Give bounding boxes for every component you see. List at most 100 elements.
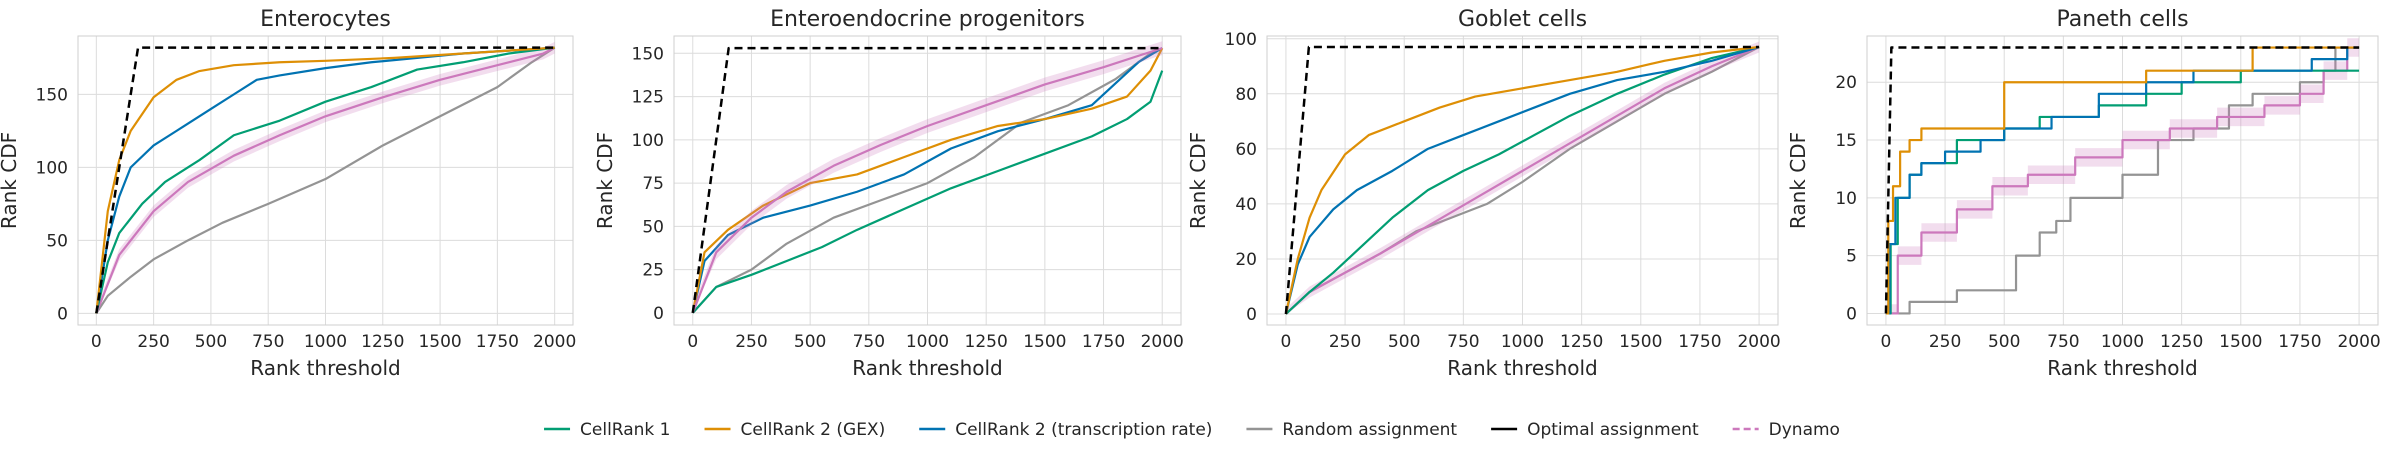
y-tick-label: 40: [1235, 195, 1257, 215]
series-line-cellrank-1: [95, 46, 555, 314]
series-line-cellrank-1: [691, 70, 1164, 314]
y-tick-label: 0: [57, 304, 68, 324]
y-tick-label: 100: [632, 131, 664, 151]
x-tick-label: 1250: [2160, 332, 2203, 352]
series-group: [95, 41, 556, 314]
plot-frame: [1266, 35, 1779, 326]
x-tick-label: 1500: [2219, 332, 2262, 352]
x-tick-label: 250: [1929, 332, 1961, 352]
y-tick-label: 60: [1235, 140, 1257, 160]
x-tick-label: 2000: [1737, 332, 1780, 352]
y-tick-label: 125: [632, 88, 664, 108]
x-tick-label: 500: [794, 332, 826, 352]
chart-panel-4: 0 250 500 750 1000 1250 1500 1750 2000 0 5 10 15 20 Pa…: [1786, 7, 2381, 380]
series-group: [691, 41, 1164, 314]
x-tick-label: 750: [2047, 332, 2079, 352]
plot-frame: [1866, 35, 2379, 326]
series-line-random-assignment: [691, 47, 1163, 314]
legend-label: CellRank 1: [580, 420, 670, 440]
y-tick-label: 10: [1835, 189, 1857, 209]
legend-label: Random assignment: [1282, 420, 1457, 440]
y-tick-label: 0: [1246, 305, 1257, 325]
x-axis-label: Rank threshold: [250, 356, 401, 380]
x-tick-label: 1000: [1501, 332, 1544, 352]
series-line-random-assignment: [1885, 46, 2360, 315]
x-tick-label: 1750: [1678, 332, 1721, 352]
x-tick-label: 0: [91, 332, 102, 352]
x-tick-label: 1250: [361, 332, 404, 352]
series-line-dynamo: [1885, 46, 2360, 315]
x-tick-label: 500: [1988, 332, 2020, 352]
x-tick-label: 500: [1388, 332, 1420, 352]
legend-label: Optimal assignment: [1527, 420, 1699, 440]
legend: CellRank 1 CellRank 2 (GEX) CellRank 2 (tr…: [544, 420, 1840, 440]
chart-title: Paneth cells: [2056, 7, 2188, 32]
y-tick-label: 20: [1835, 73, 1857, 93]
x-tick-label: 0: [687, 332, 698, 352]
x-tick-label: 1500: [418, 332, 461, 352]
series-line-optimal-assignment: [1284, 45, 1760, 315]
y-tick-label: 0: [1846, 304, 1857, 324]
chart-title: Enterocytes: [260, 7, 391, 32]
series-line-cellrank-2-transcription-rate-: [691, 47, 1163, 314]
x-tick-label: 500: [195, 332, 227, 352]
series-line-cellrank-2-gex-: [691, 47, 1164, 314]
x-tick-label: 2000: [2337, 332, 2380, 352]
series-line-cellrank-2-transcription-rate-: [1284, 45, 1760, 315]
y-tick-label: 50: [46, 231, 68, 251]
series-line-dynamo: [95, 46, 556, 314]
series-group: [1284, 41, 1760, 315]
x-tick-label: 2000: [1141, 332, 1184, 352]
y-tick-label: 15: [1835, 131, 1857, 151]
x-tick-label: 1250: [1560, 332, 1603, 352]
x-tick-label: 2000: [533, 332, 576, 352]
y-axis-label: Rank CDF: [593, 132, 617, 229]
series-band-dynamo: [96, 41, 555, 314]
x-tick-label: 1250: [965, 332, 1008, 352]
x-tick-label: 250: [1329, 332, 1361, 352]
y-tick-label: 75: [642, 174, 664, 194]
x-tick-label: 1500: [1619, 332, 1662, 352]
x-tick-label: 750: [1447, 332, 1479, 352]
series-line-optimal-assignment: [1884, 46, 2360, 314]
series-line-cellrank-2-gex-: [95, 46, 555, 314]
series-band-dynamo: [1285, 41, 1760, 314]
plot-frame: [673, 35, 1182, 326]
series-line-dynamo: [691, 47, 1163, 314]
legend-label: CellRank 2 (GEX): [741, 420, 886, 440]
y-tick-label: 100: [36, 158, 68, 178]
x-tick-label: 750: [252, 332, 284, 352]
y-tick-label: 150: [632, 44, 664, 64]
y-tick-label: 50: [642, 217, 664, 237]
x-tick-label: 1000: [2101, 332, 2144, 352]
chart-title: Goblet cells: [1458, 7, 1587, 32]
series-line-random-assignment: [95, 46, 556, 314]
y-axis-label: Rank CDF: [1186, 132, 1210, 229]
x-axis-label: Rank threshold: [852, 356, 1003, 380]
x-tick-label: 1000: [304, 332, 347, 352]
y-tick-label: 0: [653, 304, 664, 324]
y-tick-label: 20: [1235, 250, 1257, 270]
y-tick-label: 150: [36, 85, 68, 105]
legend-label: CellRank 2 (transcription rate): [955, 420, 1212, 440]
x-tick-label: 0: [1281, 332, 1292, 352]
series-band-dynamo: [692, 41, 1163, 313]
x-tick-label: 1750: [1082, 332, 1125, 352]
y-tick-label: 100: [1225, 30, 1257, 50]
chart-title: Enteroendocrine progenitors: [770, 7, 1085, 32]
legend-label: Dynamo: [1769, 420, 1840, 440]
y-tick-label: 5: [1846, 247, 1857, 267]
y-tick-label: 25: [642, 261, 664, 281]
series-line-cellrank-2-gex-: [1885, 46, 2360, 315]
x-tick-label: 1000: [906, 332, 949, 352]
chart-panel-1: 0 250 500 750 1000 1250 1500 1750 2000 0 50 100 150 E…: [0, 7, 576, 380]
plot-frame: [77, 35, 574, 326]
x-tick-label: 1750: [2278, 332, 2321, 352]
y-axis-label: Rank CDF: [1786, 132, 1810, 229]
chart-panel-2: 0 250 500 750 1000 1250 1500 1750 2000 0 25 50 75 100…: [593, 7, 1184, 380]
series-line-optimal-assignment: [691, 46, 1163, 314]
series-line-cellrank-1: [1285, 45, 1760, 315]
x-axis-label: Rank threshold: [1447, 356, 1598, 380]
series-line-cellrank-2-gex-: [1284, 45, 1760, 315]
